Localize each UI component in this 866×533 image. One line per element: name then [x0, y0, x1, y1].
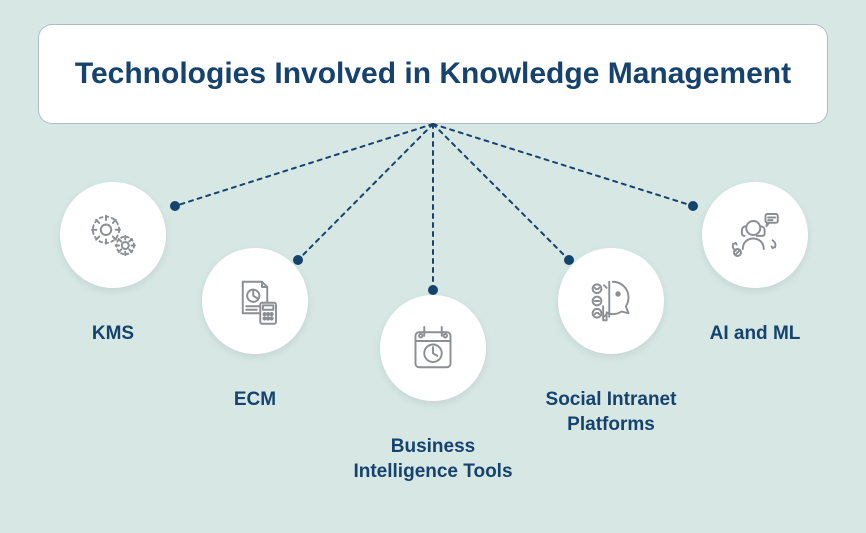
node-label-bi: Business Intelligence Tools: [313, 435, 553, 484]
documents-calc-icon: [227, 273, 283, 329]
node-social: [558, 248, 664, 354]
node-label-social: Social Intranet Platforms: [511, 388, 711, 437]
node-aiml: [702, 182, 808, 288]
title-box: Technologies Involved in Knowledge Manag…: [38, 24, 828, 124]
support-agent-icon: [727, 207, 783, 263]
node-kms: [60, 182, 166, 288]
calendar-clock-icon: [405, 320, 461, 376]
profile-emotions-icon: [583, 273, 639, 329]
node-ecm: [202, 248, 308, 354]
diagram-title: Technologies Involved in Knowledge Manag…: [75, 55, 791, 93]
infographic-canvas: Technologies Involved in Knowledge Manag…: [0, 0, 866, 533]
node-bi: [380, 295, 486, 401]
gears-icon: [85, 207, 141, 263]
node-label-kms: KMS: [53, 322, 173, 347]
node-label-ecm: ECM: [195, 388, 315, 413]
node-label-aiml: AI and ML: [680, 322, 830, 347]
